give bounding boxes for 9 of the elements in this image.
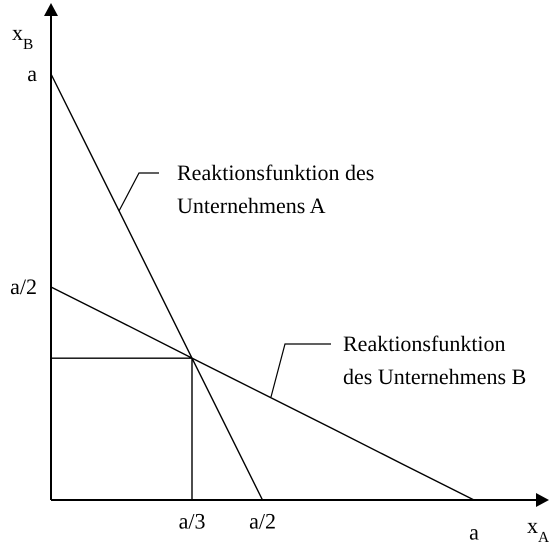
x-tick-label: a/2	[249, 508, 276, 534]
text: a/2	[10, 274, 37, 299]
x-tick-label: a	[469, 519, 480, 544]
y-axis-title: x$_{B}$	[12, 20, 34, 52]
text: a	[27, 61, 38, 86]
annotation: Reaktionsfunktion des Unternehmens A	[177, 160, 374, 218]
x-axis-title: x$_{A}$	[527, 513, 550, 544]
annotation: Reaktionsfunktion des Unternehmens B	[343, 331, 526, 389]
x-tick-label: a/3	[178, 508, 206, 534]
